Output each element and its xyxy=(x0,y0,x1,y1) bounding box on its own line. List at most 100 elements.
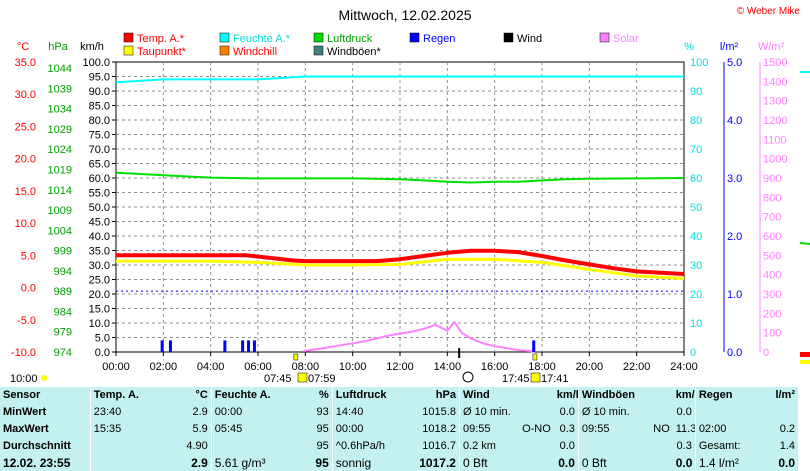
tick-label-hpa: 974 xyxy=(54,347,72,359)
cell-boeen-desc xyxy=(577,437,632,455)
cell-boeen-dir: NO xyxy=(653,422,670,435)
cell-feuchte-time: 05:45 xyxy=(210,420,286,438)
cell-temp-value: 4.90 xyxy=(186,439,208,452)
cell-temp-time: 15:35 xyxy=(89,420,165,438)
cell-regen-desc: 1.4 l/m² xyxy=(694,454,749,471)
legend-swatch xyxy=(503,32,514,43)
cell-temp-value: 5.9 xyxy=(192,422,208,435)
sunset-marker xyxy=(532,353,538,361)
x-tick-label: 02:00 xyxy=(150,361,178,373)
rain-bar xyxy=(160,340,164,352)
cell-luftdruck-time: sonnig xyxy=(331,454,400,471)
current-temp-marker xyxy=(800,352,810,357)
tick-label-kmh: 15.0 xyxy=(89,304,110,316)
cell-boeen-value: 0.3 xyxy=(676,439,692,452)
tick-label-hpa: 1029 xyxy=(48,124,72,136)
credit-text: © Weber Mike xyxy=(737,6,801,17)
current-taupunkt-marker xyxy=(800,360,810,364)
sunrise-time-2: 07:59 xyxy=(308,373,336,385)
cell-boeen-value: 0.0 xyxy=(675,455,693,470)
cell-regen-value: 0.0 xyxy=(778,455,795,470)
series-line-solar xyxy=(302,321,536,353)
legend-label: Taupunkt* xyxy=(137,46,187,58)
cell-boeen-desc: 09:55 xyxy=(577,420,632,438)
series-line-temp-a xyxy=(116,248,685,276)
tick-label-solar: 800 xyxy=(763,192,781,204)
cell-row-label: MaxWert xyxy=(3,422,49,435)
tick-label-kmh: 90.0 xyxy=(89,86,110,98)
tick-label-solar: 1400 xyxy=(763,76,787,88)
x-tick-label: 14:00 xyxy=(434,361,462,373)
cell-boeen-desc: Ø 10 min. xyxy=(577,403,632,421)
tick-label-rain: 1.0 xyxy=(727,289,742,301)
legend-label: Windchill xyxy=(233,46,277,58)
tick-label-pct: 50 xyxy=(690,202,702,214)
rain-bar xyxy=(247,340,251,352)
sunset-icon xyxy=(530,372,541,383)
cell-luftdruck-value: 1015.8 xyxy=(422,406,456,419)
tick-label-pct: 70 xyxy=(690,144,702,156)
tick-label-solar: 1200 xyxy=(763,115,787,127)
tick-label-kmh: 55.0 xyxy=(89,188,110,200)
tick-label-solar: 400 xyxy=(763,270,781,282)
tick-label-kmh: 100.0 xyxy=(82,57,110,69)
cell-wind-value: 0.0 xyxy=(558,455,575,470)
tick-label-temp: 30.0 xyxy=(15,89,36,101)
x-tick-label: 22:00 xyxy=(623,361,651,373)
legend-label: Windböen* xyxy=(327,46,382,58)
header-temp-unit: °C xyxy=(195,389,208,402)
tick-label-kmh: 5.0 xyxy=(95,333,110,345)
cell-wind-desc: 0 Bft xyxy=(458,454,513,471)
cell-feuchte-time xyxy=(210,437,286,455)
cell-wind-value: 0.3 xyxy=(559,422,575,435)
header-feuchte-unit: % xyxy=(319,389,329,402)
table-row: Durchschnitt 4.90 95 ^0.6hPa/h 1016.7 0.2 km 0… xyxy=(0,437,798,455)
x-tick-label: 20:00 xyxy=(576,361,604,373)
legend-swatch xyxy=(313,32,324,43)
tick-label-solar: 300 xyxy=(763,289,781,301)
axis-unit-label: km/h xyxy=(80,41,104,53)
tick-label-solar: 100 xyxy=(763,328,781,340)
cell-boeen-dir xyxy=(632,437,673,454)
cell-wind-dir: O-NO xyxy=(522,422,551,435)
rain-bar xyxy=(168,340,172,352)
cell-wind-desc: 09:55 xyxy=(458,420,513,438)
legend-swatch xyxy=(123,45,134,56)
sunset-time-1: 17:45 xyxy=(502,373,530,385)
tick-label-pct: 60 xyxy=(690,173,702,185)
cell-row-label: MinWert xyxy=(3,406,47,419)
header-luftdruck: Luftdruck xyxy=(331,387,400,404)
moon-icon xyxy=(462,371,474,383)
cell-feuchte-time: 5.61 g/m³ xyxy=(210,454,286,471)
cell-boeen-value: 11.3 xyxy=(675,422,696,435)
tick-label-kmh: 65.0 xyxy=(89,159,110,171)
tick-label-solar: 1300 xyxy=(763,96,787,108)
tick-label-kmh: 95.0 xyxy=(89,72,110,84)
cell-feuchte-value: 95 xyxy=(315,455,329,470)
stats-table: Sensor Temp. A. °C Feuchte A. % Luftdruc… xyxy=(0,387,798,471)
tick-label-kmh: 60.0 xyxy=(89,173,110,185)
series-line-feuchte-a xyxy=(115,75,684,84)
tick-label-kmh: 20.0 xyxy=(89,289,110,301)
tick-label-kmh: 75.0 xyxy=(89,130,110,142)
axis-unit-label: hPa xyxy=(48,41,68,53)
tick-label-kmh: 50.0 xyxy=(89,202,110,214)
sunrise-time-1: 07:45 xyxy=(264,373,292,385)
current-luftdruck-marker xyxy=(799,242,810,245)
cell-luftdruck-value: 1016.7 xyxy=(422,439,456,452)
tick-label-rain: 5.0 xyxy=(727,57,742,69)
cell-wind-desc: 0.2 km xyxy=(458,437,513,455)
tick-label-hpa: 979 xyxy=(54,327,72,339)
table-header-row: Sensor Temp. A. °C Feuchte A. % Luftdruc… xyxy=(0,387,798,404)
cell-regen-value: 0.2 xyxy=(779,422,795,435)
tick-label-solar: 200 xyxy=(763,308,781,320)
cell-luftdruck-value: 1018.2 xyxy=(422,422,456,435)
cell-temp-time xyxy=(89,454,165,471)
legend-label: Feuchte A.* xyxy=(233,33,291,45)
cell-regen-value: 1.4 xyxy=(779,439,795,452)
tick-label-kmh: 30.0 xyxy=(89,260,110,272)
x-tick-label: 16:00 xyxy=(481,361,509,373)
tick-label-hpa: 1024 xyxy=(48,144,72,156)
cell-feuchte-value: 95 xyxy=(316,439,329,452)
tick-label-temp: 15.0 xyxy=(15,186,36,198)
